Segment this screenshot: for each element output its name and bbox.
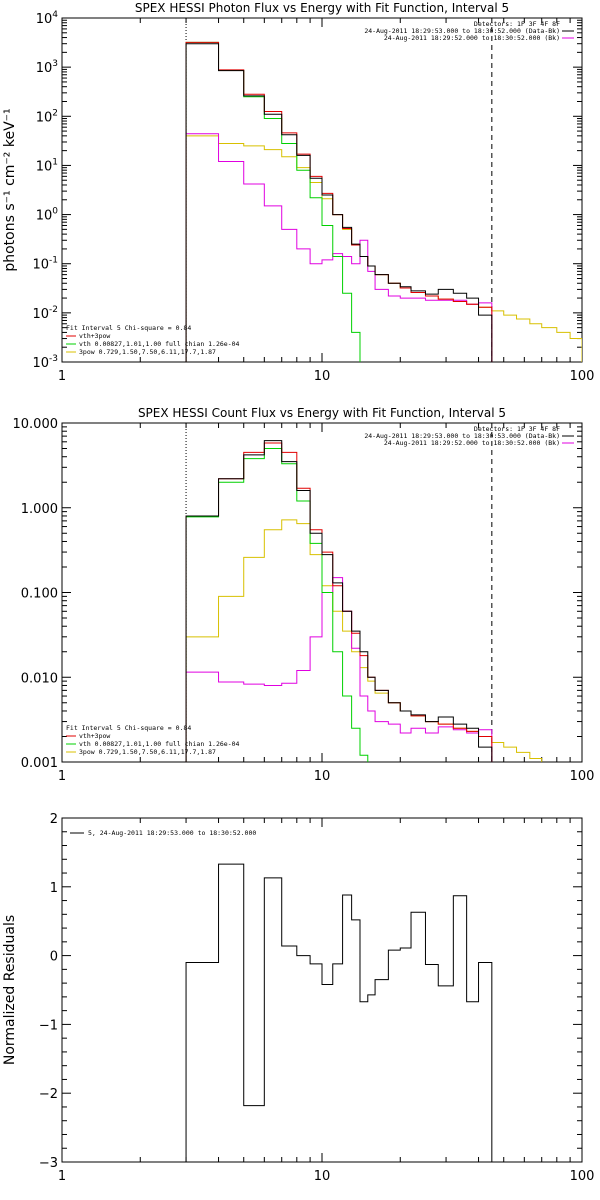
x-tick-label: 1 (58, 769, 66, 784)
y-tick-label: 0.010 (21, 671, 58, 686)
y-tick-label: 1.000 (21, 502, 58, 517)
series-line-data-bk (185, 43, 493, 362)
series-line-vth (185, 41, 376, 362)
y-tick-base: 10 (32, 356, 49, 371)
y-tick-label: 0 (50, 950, 58, 965)
y-tick-label: 0.100 (21, 587, 58, 602)
series-group (185, 863, 493, 1162)
y-tick-label: 104 (36, 10, 59, 27)
legend-bottom-entry: 3pow 0.729,1.50,7.50,6.11,17.7,1.87 (79, 348, 216, 356)
legend-bottom-entry: vth+3pow (79, 732, 110, 740)
series-line-3pow (185, 135, 582, 362)
series-line-vth-3pow (185, 442, 493, 762)
y-tick-exponent: 1 (52, 157, 58, 167)
y-tick-exponent: -2 (49, 305, 58, 315)
legend-top-entry: 24-Aug-2011 18:29:52.000 to 18:30:52.000… (384, 34, 560, 42)
series-line-bk (185, 577, 493, 762)
legend-top-entry: Detectors: 1F 3F 4F 8F (474, 425, 560, 433)
y-tick-exponent: 2 (52, 108, 58, 118)
y-tick-label: 10-2 (32, 305, 58, 322)
x-tick-label: 10 (314, 769, 331, 784)
y-tick-base: 10 (36, 12, 53, 27)
legend-bottom-entry: vth 0.00827,1.01,1.00 full chian 1.26e-0… (79, 340, 240, 348)
y-tick-label: 101 (36, 157, 58, 174)
y-tick-label: 102 (36, 108, 58, 125)
y-tick-base: 10 (36, 110, 53, 125)
x-tick-label: 100 (570, 769, 595, 784)
y-axis-label: Normalized Residuals (2, 915, 18, 1065)
legend-top-entry: 24-Aug-2011 18:29:52.000 to 18:30:52.000… (384, 439, 560, 447)
y-tick-exponent: 4 (52, 10, 58, 20)
x-tick-label: 1 (58, 369, 66, 384)
y-tick-label: 10.000 (13, 417, 59, 432)
x-tick-label: 1 (58, 1169, 66, 1184)
legend-entry: 5, 24-Aug-2011 18:29:53.000 to 18:30:52.… (88, 829, 256, 837)
residuals-panel: 1 10 100 −3 −2 −1 0 1 2 Normalized Residuals 5, 24… (2, 812, 594, 1184)
y-tick-exponent: 0 (52, 207, 58, 217)
y-tick-base: 10 (36, 61, 53, 76)
y-tick-label: 10-1 (32, 256, 58, 273)
chart-title: SPEX HESSI Count Flux vs Energy with Fit… (138, 406, 506, 420)
series-group (185, 41, 582, 362)
y-tick-label: 10-3 (32, 354, 58, 371)
x-tick-label: 100 (570, 1169, 595, 1184)
legend-top-entry: 24-Aug-2011 18:29:53.000 to 18:30:53.000… (364, 432, 560, 440)
plot-frame (61, 817, 583, 1163)
legend-bottom-entry: Fit Interval 5 Chi-square = 0.84 (66, 324, 191, 332)
legend-bottom-entry: 3pow 0.729,1.50,7.50,6.11,17.7,1.87 (79, 748, 216, 756)
y-axis-label: photons s⁻¹ cm⁻² keV⁻¹ (2, 108, 18, 271)
series-line-vth (185, 448, 369, 762)
legend-top-entry: 24-Aug-2011 18:29:53.000 to 18:30:52.000… (364, 27, 560, 35)
series-group (185, 440, 543, 762)
photon-flux-panel: SPEX HESSI Photon Flux vs Energy with Fi… (2, 1, 594, 384)
y-tick-label: 100 (36, 207, 59, 224)
y-tick-base: 10 (36, 159, 53, 174)
y-tick-label: −1 (39, 1018, 58, 1033)
series-line-residuals (185, 863, 493, 1162)
series-line-vth-3pow (185, 41, 493, 362)
chart-title: SPEX HESSI Photon Flux vs Energy with Fi… (135, 1, 509, 15)
y-tick-exponent: 3 (52, 59, 58, 69)
y-tick-exponent: -1 (49, 256, 58, 266)
y-tick-label: 2 (50, 812, 58, 827)
y-tick-label: 1 (50, 881, 58, 896)
series-line-3pow (185, 519, 543, 762)
y-tick-label: −3 (39, 1156, 58, 1171)
x-tick-label: 10 (314, 1169, 331, 1184)
y-tick-base: 10 (36, 209, 53, 224)
x-tick-label: 100 (570, 369, 595, 384)
series-line-data-bk (185, 440, 493, 762)
legend-bottom-entry: vth 0.00827,1.01,1.00 full chian 1.26e-0… (79, 740, 240, 748)
y-tick-label: 103 (36, 59, 58, 76)
y-tick-label: −2 (39, 1087, 58, 1102)
y-tick-base: 10 (32, 258, 49, 273)
y-tick-label: 0.001 (21, 756, 58, 771)
legend-bottom-entry: vth+3pow (79, 332, 110, 340)
y-tick-exponent: -3 (49, 354, 58, 364)
count-flux-panel: SPEX HESSI Count Flux vs Energy with Fit… (13, 406, 595, 784)
legend-top-entry: Detectors: 1F 3F 4F 8F (474, 20, 560, 28)
legend-bottom-entry: Fit Interval 5 Chi-square = 0.84 (66, 724, 191, 732)
series-line-bk (185, 133, 493, 362)
y-tick-base: 10 (32, 307, 49, 322)
x-tick-label: 10 (314, 369, 331, 384)
